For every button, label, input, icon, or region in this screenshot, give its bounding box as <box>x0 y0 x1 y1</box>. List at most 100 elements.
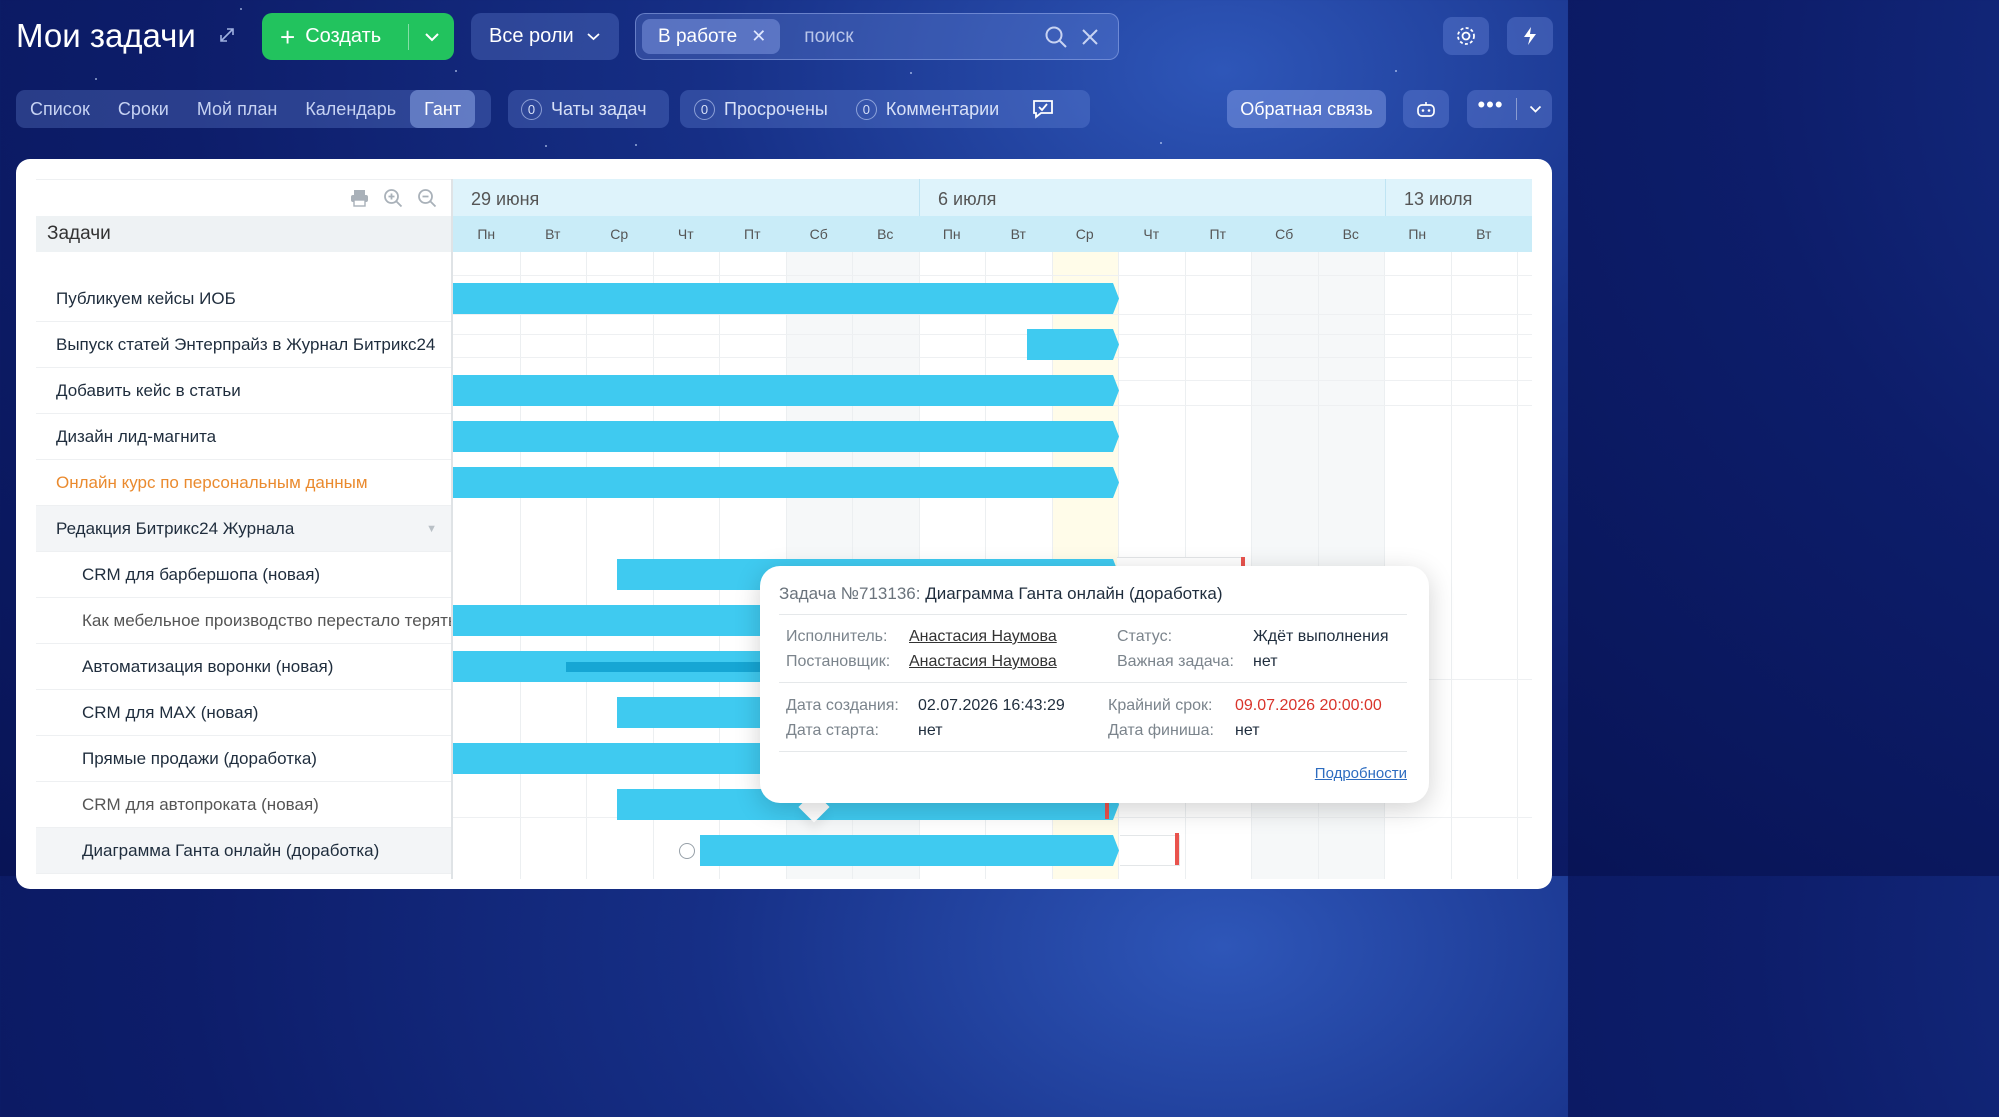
print-icon[interactable] <box>350 189 369 207</box>
task-row[interactable]: CRM для барбершопа (новая) <box>36 552 451 598</box>
link-point-start[interactable] <box>679 843 695 859</box>
deadline-marker <box>1105 801 1109 819</box>
task-row[interactable]: Дизайн лид-магнита <box>36 414 451 460</box>
task-row[interactable]: Онлайн курс по персональным данным <box>36 460 451 506</box>
task-row[interactable]: Выпуск статей Энтерпрайз в Журнал Битрик… <box>36 322 451 368</box>
day-label: Вт <box>1010 226 1026 242</box>
task-row[interactable]: Прямые продажи (доработка) <box>36 736 451 782</box>
tab-gantt[interactable]: Гант <box>410 90 476 128</box>
task-row[interactable]: Публикуем кейсы ИОБ <box>36 276 451 322</box>
created-date: 02.07.2026 <box>918 697 999 714</box>
task-row[interactable]: Как мебельное производство перестало тер… <box>36 598 451 644</box>
gantt-bar[interactable] <box>453 743 773 774</box>
counter-label: Чаты задач <box>551 98 647 119</box>
create-button[interactable]: + Создать <box>262 13 454 60</box>
assignee-link[interactable]: Анастасия Наумова <box>909 628 1057 645</box>
task-chats-counter[interactable]: 0 Чаты задач <box>508 90 669 128</box>
automation-button[interactable] <box>1507 17 1553 55</box>
comments-counter[interactable]: 0 Комментарии <box>855 98 999 120</box>
details-link[interactable]: Подробности <box>1314 765 1407 782</box>
counter-label: Просрочены <box>724 98 828 119</box>
popup-divider <box>779 751 1407 752</box>
row-line <box>453 357 1532 358</box>
day-gridline <box>1450 252 1452 879</box>
status-label: Статус: <box>1117 628 1173 645</box>
settings-button[interactable] <box>1443 17 1489 55</box>
zoom-in-icon[interactable] <box>383 188 403 208</box>
gantt-bar-selected[interactable] <box>700 835 1119 866</box>
background-star <box>455 70 457 72</box>
task-row[interactable]: Автоматизация воронки (новая) <box>36 644 451 690</box>
overdue-counter[interactable]: 0 Просрочены <box>694 98 828 120</box>
tab-list[interactable]: Список <box>30 99 90 119</box>
chevron-down-icon <box>424 32 439 41</box>
creator-link[interactable]: Анастасия Наумова <box>909 653 1057 670</box>
creator-label: Постановщик: <box>786 653 891 670</box>
week-label: 29 июня <box>471 189 540 209</box>
gantt-bar[interactable] <box>617 697 777 728</box>
gantt-bar[interactable] <box>453 375 1119 406</box>
search-bar[interactable]: В работе ✕ поиск <box>635 13 1119 60</box>
chevron-down-icon <box>1529 105 1541 113</box>
clear-icon[interactable] <box>1080 25 1100 49</box>
chat-check-icon[interactable] <box>1031 98 1055 120</box>
week-label: 6 июля <box>919 179 996 216</box>
gantt-bar[interactable] <box>453 467 1119 498</box>
filter-chip-label: В работе <box>658 25 738 47</box>
day-label: Пт <box>1209 226 1226 242</box>
gantt-bar[interactable] <box>453 283 1119 314</box>
gantt-bar[interactable] <box>453 421 1119 452</box>
day-label: Пн <box>477 226 496 242</box>
create-dropdown[interactable] <box>409 32 454 42</box>
created-label: Дата создания: <box>786 697 899 714</box>
more-dots-icon: ••• <box>1477 92 1504 117</box>
group-row[interactable]: Редакция Битрикс24 Журнала ▼ <box>36 506 451 552</box>
background-star <box>635 144 637 146</box>
filter-chip[interactable]: В работе ✕ <box>642 19 781 54</box>
assistant-button[interactable] <box>1403 90 1449 128</box>
background-star <box>910 72 912 74</box>
tab-calendar[interactable]: Календарь <box>305 99 397 119</box>
search-input[interactable]: поиск <box>804 25 854 47</box>
day-gridline <box>519 252 521 879</box>
start-value: нет <box>918 722 943 739</box>
day-header <box>453 216 1532 252</box>
finish-value: нет <box>1235 722 1260 739</box>
gantt-bar[interactable] <box>1027 329 1119 360</box>
close-icon[interactable]: ✕ <box>751 26 767 46</box>
background-star <box>95 78 97 80</box>
day-label: Ср <box>610 226 629 242</box>
day-gridline <box>1317 252 1319 879</box>
deadline-marker <box>1241 557 1245 567</box>
roles-dropdown[interactable]: Все роли <box>471 13 619 60</box>
created-time: 16:43:29 <box>1002 697 1065 714</box>
task-row[interactable]: CRM для автопроката (новая) <box>36 782 451 828</box>
more-menu-button[interactable]: ••• <box>1467 90 1552 128</box>
tab-my-plan[interactable]: Мой план <box>196 99 278 119</box>
finish-label: Дата финиша: <box>1108 722 1214 739</box>
assignee-label: Исполнитель: <box>786 628 888 645</box>
task-title: Диаграмма Ганта онлайн (доработка) <box>925 584 1223 603</box>
tab-deadlines[interactable]: Сроки <box>117 99 169 119</box>
list-divider[interactable] <box>451 179 453 879</box>
expand-icon[interactable] <box>218 26 236 49</box>
collapse-arrow-icon[interactable]: ▼ <box>426 523 437 535</box>
day-label: Пн <box>942 226 961 242</box>
day-label: Сб <box>1275 226 1294 242</box>
zoom-out-icon[interactable] <box>417 188 437 208</box>
task-row[interactable]: Добавить кейс в статьи <box>36 368 451 414</box>
task-row[interactable]: CRM для МАХ (новая) <box>36 690 451 736</box>
menu-separator <box>1515 98 1517 120</box>
task-row-selected[interactable]: Диаграмма Ганта онлайн (доработка) <box>36 828 451 874</box>
create-main[interactable]: + Создать <box>262 13 408 60</box>
feedback-button[interactable]: Обратная связь <box>1227 90 1386 128</box>
plus-icon: + <box>280 21 296 52</box>
background-star <box>1395 70 1397 72</box>
gantt-bar[interactable] <box>453 605 773 636</box>
create-separator <box>408 23 409 50</box>
deadline-marker <box>1175 833 1179 865</box>
search-icon[interactable] <box>1044 25 1068 49</box>
day-gridline <box>1517 252 1518 879</box>
app-header: Мои задачи + Создать Все роли В работе ✕… <box>0 0 1568 160</box>
view-tabs: Список Сроки Мой план Календарь Гант <box>16 90 491 128</box>
